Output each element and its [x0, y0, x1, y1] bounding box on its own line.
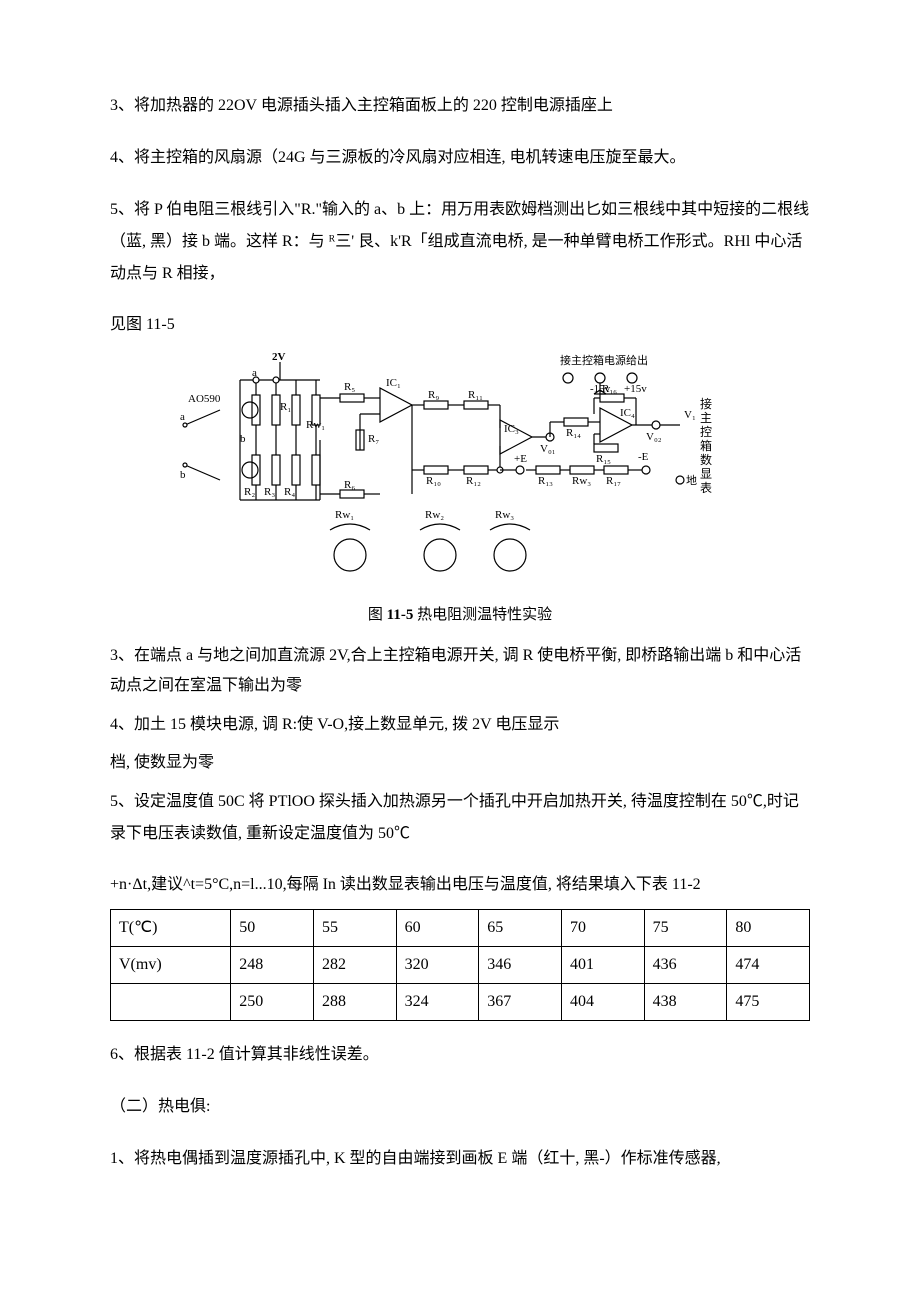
svg-text:Rw₂: Rw₂ [425, 509, 444, 521]
svg-text:+E: +E [514, 453, 527, 465]
svg-text:R₁₀: R₁₀ [426, 475, 441, 487]
svg-text:a: a [252, 367, 257, 379]
svg-text:R₁₃: R₁₃ [538, 475, 553, 487]
svg-text:IC₄: IC₄ [620, 407, 635, 419]
para-step3: 3、在端点 a 与地之间加直流源 2V,合上主控箱电源开关, 调 R 使电桥平衡… [110, 641, 810, 702]
svg-text:R₁₁: R₁₁ [468, 389, 483, 401]
svg-text:AO590: AO590 [188, 393, 221, 405]
svg-text:+15v: +15v [624, 383, 647, 395]
svg-text:b: b [240, 433, 246, 445]
svg-text:R₆: R₆ [344, 479, 355, 491]
para-5-resistor: 5、将 P 伯电阻三根线引入"R."输入的 a、b 上：用万用表欧姆档测出匕如三… [110, 194, 810, 290]
para-step4: 4、加土 15 模块电源, 调 R:使 V-O,接上数显单元, 拨 2V 电压显… [110, 710, 810, 740]
svg-text:数: 数 [700, 452, 712, 467]
svg-text:a: a [180, 411, 185, 423]
svg-text:R₅: R₅ [344, 381, 355, 393]
figure-11-5: a b AO590 [110, 350, 810, 598]
svg-text:箱: 箱 [700, 438, 712, 453]
svg-text:IC₁: IC₁ [386, 377, 401, 389]
svg-text:R₁₅: R₁₅ [596, 453, 611, 465]
svg-text:R₂: R₂ [244, 486, 255, 498]
table-row-v1: V(mv) 248 282 320 346 401 436 474 [111, 946, 810, 983]
para-see-fig: 见图 11-5 [110, 310, 810, 340]
svg-text:b: b [180, 469, 186, 481]
svg-text:V₀₁: V₀₁ [540, 443, 556, 455]
para-4-fan: 4、将主控箱的风扇源（24G 与三源板的冷风扇对应相连, 电机转速电压旋至最大。 [110, 142, 810, 174]
svg-text:R₁₄: R₁₄ [566, 427, 581, 439]
svg-text:地: 地 [686, 474, 697, 487]
table-row-v2: 250 288 324 367 404 438 475 [111, 983, 810, 1020]
svg-text:表: 表 [700, 481, 712, 495]
svg-text:Rw₃: Rw₃ [572, 475, 591, 487]
para-3-heater: 3、将加热器的 22OV 电源插头插入主控箱面板上的 220 控制电源插座上 [110, 90, 810, 122]
para-step4b: 档, 使数显为零 [110, 748, 810, 778]
svg-text:2V: 2V [272, 351, 286, 363]
table-row-header: T(℃) 50 55 60 65 70 75 80 [111, 909, 810, 946]
svg-text:V₁: V₁ [684, 409, 696, 421]
svg-text:R₁: R₁ [280, 401, 291, 413]
svg-text:接主控箱电源给出: 接主控箱电源给出 [560, 353, 648, 367]
svg-text:R₇: R₇ [368, 433, 379, 445]
para-step6: 6、根据表 11-2 值计算其非线性误差。 [110, 1039, 810, 1071]
para-thermocouple-1: 1、将热电偶插到温度源插孔中, K 型的自由端接到画板 E 端（红十, 黑-）作… [110, 1143, 810, 1175]
para-step5b: +n·Δt,建议^t=5°C,n=l...10,每隔 In 读出数显表输出电压与… [110, 870, 810, 900]
svg-text:R₁₇: R₁₇ [606, 475, 621, 487]
svg-text:R₉: R₉ [428, 389, 439, 401]
para-section-2: （二）热电俱: [110, 1091, 810, 1123]
svg-text:主: 主 [700, 411, 712, 425]
svg-text:控: 控 [700, 425, 712, 439]
svg-text:R₃: R₃ [264, 486, 275, 498]
circuit-diagram: a b AO590 [180, 350, 740, 590]
para-step5: 5、设定温度值 50C 将 PTlOO 探头插入加热源另一个插孔中开启加热开关,… [110, 786, 810, 850]
svg-text:Rw₁: Rw₁ [306, 419, 325, 431]
svg-text:R₄: R₄ [284, 486, 295, 498]
figure-caption: 图 11-5 热电阻测温特性实验 [110, 604, 810, 627]
svg-text:V₀₂: V₀₂ [646, 431, 662, 443]
svg-text:显: 显 [700, 467, 712, 481]
svg-text:-E: -E [638, 451, 649, 463]
svg-text:IC₃: IC₃ [504, 423, 519, 435]
svg-text:-15v: -15v [590, 383, 611, 395]
svg-text:Rw₃: Rw₃ [495, 509, 514, 521]
right-label-line1: 接 [700, 396, 712, 411]
svg-text:R₁₂: R₁₂ [466, 475, 481, 487]
th-voltage: V(mv) [111, 946, 231, 983]
svg-text:Rw₁: Rw₁ [335, 509, 354, 521]
document-page: 3、将加热器的 22OV 电源插头插入主控箱面板上的 220 控制电源插座上 4… [0, 0, 920, 1255]
table-11-2: T(℃) 50 55 60 65 70 75 80 V(mv) 248 282 … [110, 909, 810, 1021]
th-temp: T(℃) [111, 909, 231, 946]
